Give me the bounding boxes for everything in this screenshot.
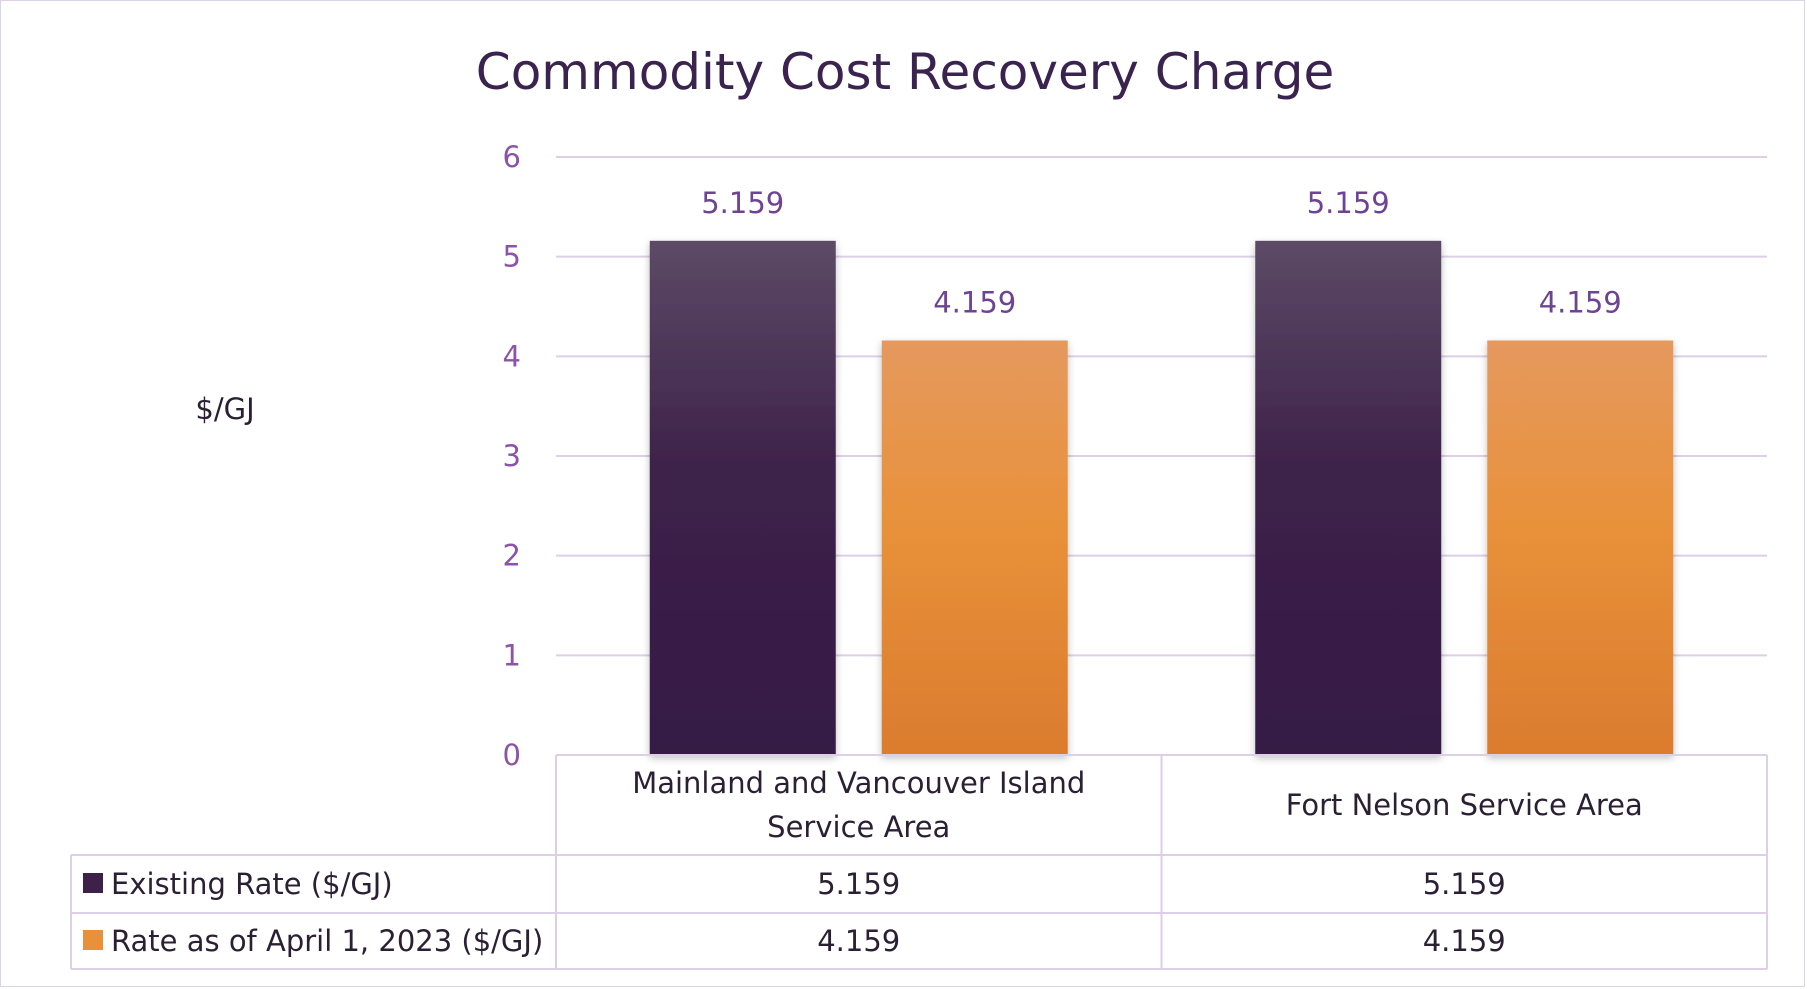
table-cell-value: 5.159: [817, 867, 900, 901]
category-label: Service Area: [767, 810, 950, 844]
y-axis-ticks: 0 1 2 3 4 5 6: [503, 140, 521, 772]
category-label: Mainland and Vancouver Island: [632, 766, 1085, 800]
bar-existing-rate: [649, 240, 836, 755]
data-label: 4.159: [933, 285, 1016, 319]
y-tick-label: 2: [503, 539, 521, 573]
y-tick-label: 3: [503, 439, 521, 473]
y-tick-label: 1: [503, 638, 521, 672]
legend-label: Existing Rate ($/GJ): [111, 867, 393, 901]
data-label: 5.159: [701, 186, 784, 220]
y-tick-label: 4: [503, 339, 521, 373]
bar-new-rate: [881, 340, 1068, 755]
chart-title: Commodity Cost Recovery Charge: [476, 43, 1334, 101]
category-label: Fort Nelson Service Area: [1286, 788, 1643, 822]
bars: [649, 240, 1674, 755]
legend-label: Rate as of April 1, 2023 ($/GJ): [111, 924, 543, 958]
legend-key: [83, 930, 103, 950]
data-labels: 5.159 4.159 5.159 4.159: [701, 186, 1622, 320]
bar-new-rate: [1487, 340, 1674, 755]
data-label: 4.159: [1539, 285, 1622, 319]
y-axis-label: $/GJ: [195, 392, 254, 426]
table-cell-value: 4.159: [1423, 924, 1506, 958]
data-table: Mainland and Vancouver Island Service Are…: [70, 754, 1768, 970]
y-tick-label: 0: [503, 738, 521, 772]
table-cell-value: 5.159: [1423, 867, 1506, 901]
y-tick-label: 6: [503, 140, 521, 174]
legend-key: [83, 873, 103, 893]
table-cell-value: 4.159: [817, 924, 900, 958]
y-tick-label: 5: [503, 240, 521, 274]
bar-existing-rate: [1255, 240, 1442, 755]
data-label: 5.159: [1307, 186, 1390, 220]
